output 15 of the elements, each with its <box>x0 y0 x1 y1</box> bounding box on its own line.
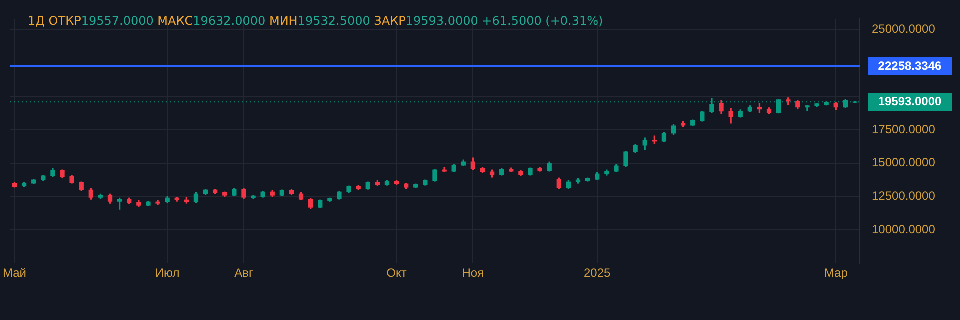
ref-line-label: 22258.3346 <box>878 58 942 73</box>
x-tick-label: Ноя <box>462 266 484 280</box>
ref-line-label: 19593.0000 <box>878 94 942 108</box>
y-tick-label: 12500.0000 <box>872 189 936 204</box>
y-tick-label: 15000.0000 <box>872 156 936 170</box>
x-tick-label: Июл <box>155 266 180 280</box>
y-tick-label: 25000.0000 <box>872 22 936 36</box>
x-tick-label: Мар <box>824 266 848 280</box>
x-tick-label: Окт <box>386 266 408 280</box>
y-tick-label: 17500.0000 <box>872 122 936 136</box>
x-tick-label: 2025 <box>584 266 612 280</box>
chart-title: 1Д ОТКР19557.0000 МАКС19632.0000 МИН19532.5000 ЗАКР19593.0000 +61.5000 (+0.31%) <box>28 14 604 28</box>
x-tick-label: Май <box>2 266 27 280</box>
x-tick-label: Авг <box>234 266 254 280</box>
y-tick-label: 10000.0000 <box>872 222 936 237</box>
